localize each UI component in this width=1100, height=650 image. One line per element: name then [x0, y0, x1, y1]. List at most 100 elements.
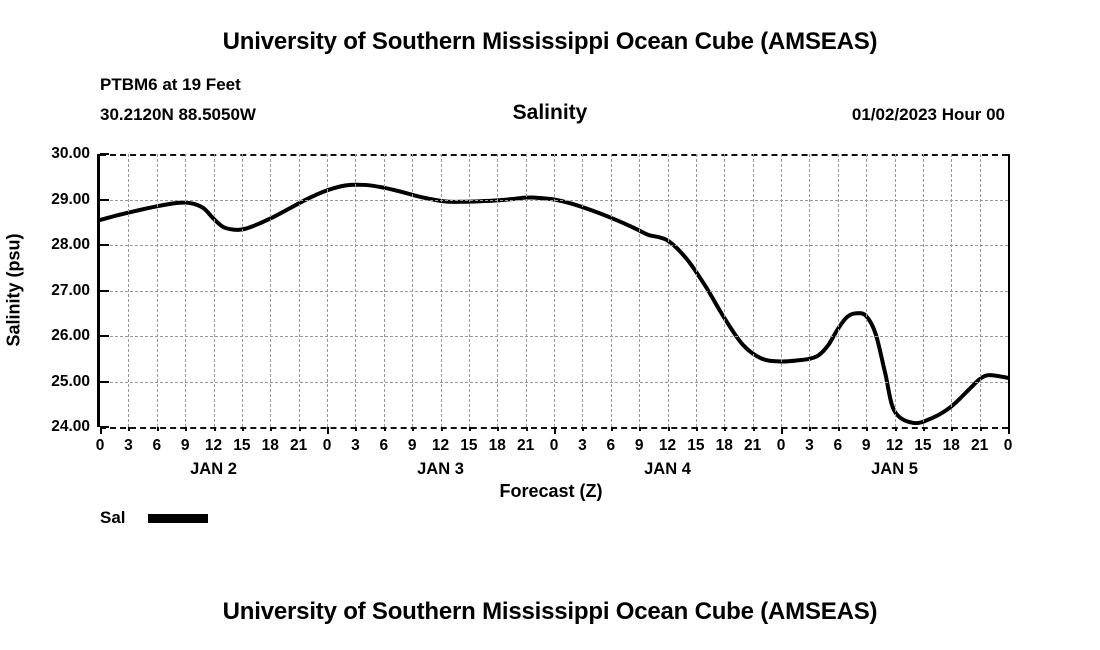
gridline-vertical [752, 154, 754, 427]
x-tick-label: 0 [549, 437, 559, 454]
y-tick-label: 24.00 [51, 418, 90, 435]
gridline-vertical [781, 154, 782, 427]
gridline-vertical [383, 154, 385, 427]
variable-title: Salinity [512, 101, 588, 124]
gridline-vertical [979, 154, 981, 427]
x-tick-label: 21 [744, 437, 762, 454]
x-tick-mark [894, 427, 897, 431]
x-tick-label: 21 [971, 437, 989, 454]
x-tick-label: 0 [776, 437, 786, 454]
x-day-label: JAN 3 [417, 460, 464, 478]
x-tick-mark [752, 427, 755, 431]
x-tick-label: 9 [634, 437, 644, 454]
x-tick-label: 9 [407, 437, 417, 454]
x-day-label: JAN 4 [644, 460, 691, 478]
gridline-vertical [355, 154, 357, 427]
plot-area: 30.00 29.00 28.00 27.00 26.00 25.00 24.00 0 3 6 9 1… [51, 145, 1012, 478]
y-axis-label: Salinity (psu) [3, 233, 24, 347]
x-tick-mark [837, 427, 840, 431]
x-tick-label: 21 [517, 437, 535, 454]
x-tick-mark [639, 427, 642, 431]
gridline-vertical [724, 154, 726, 427]
x-tick-label: 15 [914, 437, 932, 454]
gridline-vertical [809, 154, 811, 427]
gridline-vertical [440, 154, 442, 427]
gridline-vertical [695, 154, 697, 427]
x-tick-label: 18 [715, 437, 733, 454]
gridline-vertical [667, 154, 669, 427]
x-tick-label: 18 [942, 437, 960, 454]
x-tick-mark [497, 427, 500, 431]
x-tick-mark [185, 427, 188, 431]
x-tick-label: 15 [460, 437, 478, 454]
x-tick-mark [695, 427, 698, 431]
x-tick-mark [327, 427, 329, 434]
x-tick-mark [412, 427, 415, 431]
gridline-vertical [922, 154, 924, 427]
x-tick-mark [866, 427, 869, 431]
x-tick-mark [213, 427, 216, 431]
gridline-vertical [610, 154, 612, 427]
x-tick-mark [979, 427, 982, 431]
y-tick-mark [100, 335, 109, 337]
salinity-series [100, 154, 1008, 427]
plot-inner: 30.00 29.00 28.00 27.00 26.00 25.00 24.00 0 3 6 9 1… [51, 145, 1012, 478]
x-tick-mark [951, 427, 954, 431]
x-tick-mark [241, 427, 244, 431]
y-tick-label: 25.00 [51, 372, 90, 390]
footer-title: University of Southern Mississippi Ocean… [222, 598, 878, 625]
y-tick-mark [100, 426, 109, 428]
gridline-vertical [497, 154, 499, 427]
x-tick-label: 12 [658, 437, 677, 454]
x-tick-label: 0 [322, 437, 332, 454]
y-tick-label: 28.00 [51, 236, 90, 253]
gridline-vertical [582, 154, 584, 427]
gridline-vertical [554, 154, 555, 427]
series-line-sal [100, 185, 1008, 423]
x-tick-label: 6 [606, 437, 616, 454]
gridline-vertical [525, 154, 527, 427]
x-tick-mark [383, 427, 386, 431]
coordinates-label: 30.2120N 88.5050W [100, 105, 256, 124]
x-tick-label: 6 [152, 437, 162, 454]
x-tick-label: 3 [578, 437, 587, 454]
gridline-vertical [128, 154, 130, 427]
gridline-vertical [213, 154, 215, 427]
x-tick-mark [298, 427, 301, 431]
x-tick-mark [610, 427, 613, 431]
gridline-vertical [241, 154, 243, 427]
x-tick-mark [582, 427, 585, 431]
y-tick-mark [100, 198, 109, 201]
x-tick-label: 6 [379, 437, 389, 454]
x-tick-label: 3 [124, 437, 133, 454]
x-tick-label: 3 [351, 437, 360, 454]
gridline-vertical [156, 154, 158, 427]
x-axis-label: Forecast (Z) [499, 481, 603, 501]
gridline-vertical [951, 154, 953, 427]
x-tick-mark [270, 427, 273, 431]
gridline-vertical [270, 154, 272, 427]
gridline-vertical [412, 154, 414, 427]
x-day-label: JAN 2 [190, 460, 237, 478]
x-tick-mark [156, 427, 159, 431]
x-tick-label: 12 [431, 437, 450, 454]
page-title: University of Southern Mississippi Ocean… [222, 28, 878, 55]
y-tick-mark [100, 380, 109, 383]
gridline-vertical [639, 154, 641, 427]
x-tick-label: 18 [261, 437, 279, 454]
x-tick-mark [440, 427, 443, 431]
x-tick-label: 15 [233, 437, 251, 454]
legend: Sal [100, 508, 208, 528]
x-tick-mark [724, 427, 727, 431]
y-tick-label: 27.00 [51, 281, 90, 299]
x-tick-mark [355, 427, 358, 431]
x-tick-mark [1008, 427, 1010, 434]
x-tick-label: 3 [805, 437, 814, 454]
gridline-vertical [866, 154, 868, 427]
x-tick-mark [525, 427, 528, 431]
gridline-vertical [894, 154, 896, 427]
gridline-vertical [298, 154, 300, 427]
y-tick-label: 29.00 [51, 190, 90, 208]
gridline-vertical [837, 154, 839, 427]
gridline-vertical [327, 154, 328, 427]
